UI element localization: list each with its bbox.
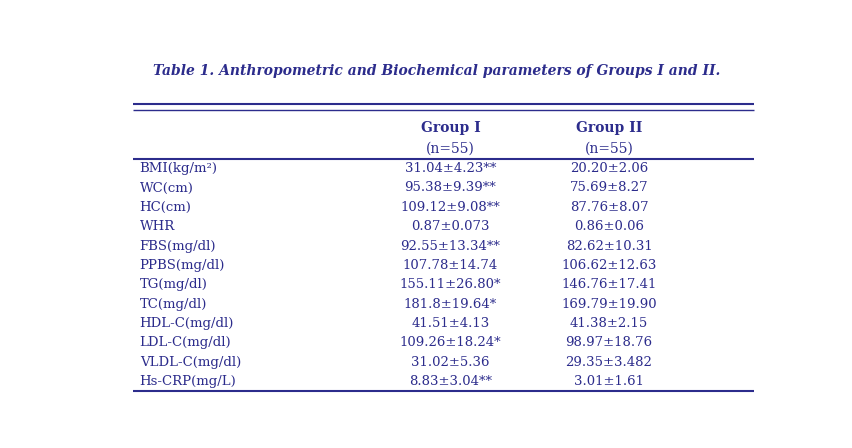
Text: LDL-C(mg/dl): LDL-C(mg/dl)	[140, 336, 231, 349]
Text: 20.20±2.06: 20.20±2.06	[569, 162, 648, 175]
Text: 169.79±19.90: 169.79±19.90	[561, 297, 656, 310]
Text: FBS(mg/dl): FBS(mg/dl)	[140, 240, 216, 253]
Text: 0.86±0.06: 0.86±0.06	[573, 220, 643, 233]
Text: Group II: Group II	[575, 121, 642, 135]
Text: 82.62±10.31: 82.62±10.31	[565, 240, 652, 253]
Text: 75.69±8.27: 75.69±8.27	[569, 181, 648, 194]
Text: 109.12±9.08**: 109.12±9.08**	[400, 201, 499, 214]
Text: 155.11±26.80*: 155.11±26.80*	[400, 278, 500, 291]
Text: 31.02±5.36: 31.02±5.36	[411, 356, 489, 369]
Text: VLDL-C(mg/dl): VLDL-C(mg/dl)	[140, 356, 240, 369]
Text: 41.38±2.15: 41.38±2.15	[569, 317, 648, 330]
Text: 109.26±18.24*: 109.26±18.24*	[399, 336, 501, 349]
Text: 41.51±4.13: 41.51±4.13	[411, 317, 489, 330]
Text: 95.38±9.39**: 95.38±9.39**	[404, 181, 496, 194]
Text: 8.83±3.04**: 8.83±3.04**	[408, 375, 492, 388]
Text: 98.97±18.76: 98.97±18.76	[565, 336, 652, 349]
Text: 87.76±8.07: 87.76±8.07	[569, 201, 648, 214]
Text: WC(cm): WC(cm)	[140, 181, 193, 194]
Text: (n=55): (n=55)	[584, 142, 633, 155]
Text: HC(cm): HC(cm)	[140, 201, 192, 214]
Text: 3.01±1.61: 3.01±1.61	[573, 375, 643, 388]
Text: TC(mg/dl): TC(mg/dl)	[140, 297, 207, 310]
Text: 31.04±4.23**: 31.04±4.23**	[404, 162, 496, 175]
Text: 181.8±19.64*: 181.8±19.64*	[403, 297, 497, 310]
Text: WHR: WHR	[140, 220, 175, 233]
Text: Group I: Group I	[420, 121, 480, 135]
Text: (n=55): (n=55)	[425, 142, 475, 155]
Text: 107.78±14.74: 107.78±14.74	[402, 259, 498, 272]
Text: PPBS(mg/dl): PPBS(mg/dl)	[140, 259, 225, 272]
Text: 0.87±0.073: 0.87±0.073	[411, 220, 489, 233]
Text: 92.55±13.34**: 92.55±13.34**	[400, 240, 500, 253]
Text: BMI(kg/m²): BMI(kg/m²)	[140, 162, 217, 175]
Text: 146.76±17.41: 146.76±17.41	[561, 278, 656, 291]
Text: HDL-C(mg/dl): HDL-C(mg/dl)	[140, 317, 233, 330]
Text: 29.35±3.482: 29.35±3.482	[565, 356, 652, 369]
Text: TG(mg/dl): TG(mg/dl)	[140, 278, 207, 291]
Text: Table 1. Anthropometric and Biochemical parameters of Groups I and II.: Table 1. Anthropometric and Biochemical …	[153, 64, 720, 78]
Text: 106.62±12.63: 106.62±12.63	[561, 259, 656, 272]
Text: Hs-CRP(mg/L): Hs-CRP(mg/L)	[140, 375, 236, 388]
